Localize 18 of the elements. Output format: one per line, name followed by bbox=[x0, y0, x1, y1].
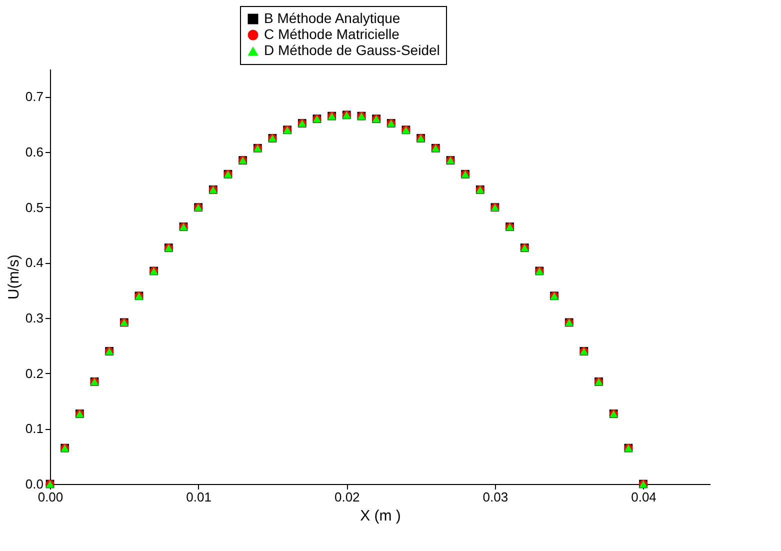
y-tick-label: 0.3 bbox=[25, 310, 44, 326]
y-tick-label: 0.4 bbox=[25, 255, 44, 270]
x-tick-label: 0.00 bbox=[38, 490, 64, 504]
y-tick-label: 0.5 bbox=[25, 200, 44, 215]
y-tick-label: 0.6 bbox=[25, 144, 44, 160]
legend-label: B Méthode Analytique bbox=[264, 10, 400, 26]
x-tick-label: 0.03 bbox=[482, 490, 508, 504]
y-tick-label: 0.0 bbox=[25, 476, 44, 492]
x-axis-title: X (m ) bbox=[360, 508, 401, 524]
y-axis-title: U(m/s) bbox=[5, 254, 22, 300]
x-tick-label: 0.01 bbox=[186, 490, 212, 504]
y-tick-label: 0.1 bbox=[25, 421, 44, 436]
y-tick-label: 0.2 bbox=[25, 366, 44, 381]
legend-label: C Méthode Matricielle bbox=[264, 26, 400, 42]
legend-label: D Méthode de Gauss-Seidel bbox=[264, 42, 440, 58]
x-tick-label: 0.02 bbox=[334, 490, 360, 504]
y-tick-label: 0.7 bbox=[25, 89, 44, 104]
x-tick-label: 0.04 bbox=[631, 490, 656, 504]
